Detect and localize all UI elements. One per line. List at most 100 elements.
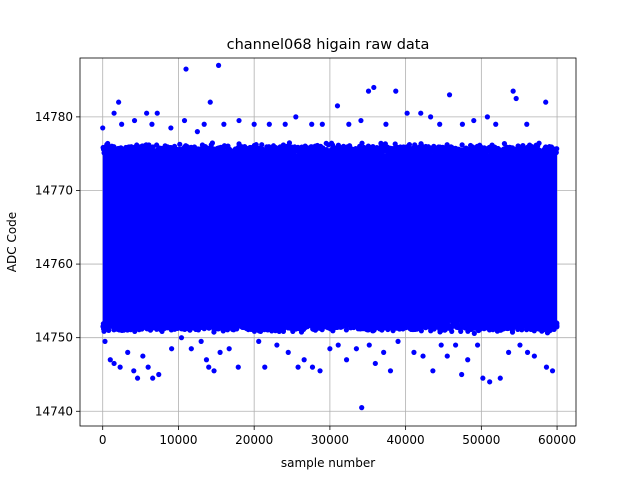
outlier-point [293, 114, 299, 120]
outlier-point [319, 121, 325, 127]
outlier-point [150, 375, 156, 381]
data-point [264, 321, 270, 327]
outlier-point [418, 110, 424, 116]
data-point [105, 150, 111, 157]
data-point [236, 141, 242, 147]
data-point [209, 140, 216, 146]
data-point [554, 322, 560, 329]
data-point [514, 145, 520, 151]
outlier-point [266, 121, 272, 127]
data-point [546, 144, 553, 150]
data-point [392, 147, 398, 154]
data-point [508, 320, 514, 327]
outlier-point [438, 342, 444, 348]
outlier-point [430, 368, 436, 374]
outlier-point [201, 121, 207, 127]
data-point [199, 142, 206, 148]
data-point [299, 150, 305, 156]
data-point [497, 325, 503, 331]
data-point [446, 150, 452, 156]
data-point [305, 147, 311, 153]
y-tick-label: 14780 [35, 110, 73, 124]
outlier-point [295, 364, 301, 370]
data-point [129, 321, 135, 328]
data-point [449, 145, 455, 151]
data-point [277, 321, 283, 327]
data-point [267, 148, 274, 154]
x-axis-ticks: 0 10000 20000 30000 40000 50000 60000 [99, 426, 576, 447]
data-point [115, 320, 122, 326]
data-point [112, 149, 119, 155]
data-point [253, 324, 260, 330]
y-axis-ticks: 14740 14750 14760 14770 14780 [35, 110, 80, 418]
data-point [532, 323, 538, 329]
data-point [201, 321, 207, 327]
data-point [258, 326, 264, 332]
data-point [137, 150, 143, 156]
x-tick-label: 50000 [462, 433, 500, 447]
data-point [311, 150, 317, 157]
outlier-point [327, 346, 333, 352]
data-point [185, 323, 191, 329]
data-point [259, 142, 265, 148]
data-point [429, 323, 435, 329]
outlier-point [125, 349, 131, 355]
data-point [475, 149, 481, 156]
outlier-point [506, 349, 512, 355]
outlier-point [117, 364, 123, 370]
outlier-point [226, 346, 232, 352]
data-point [278, 146, 284, 152]
outlier-point [471, 117, 477, 124]
data-point [350, 324, 357, 330]
y-tick-label: 14740 [35, 404, 73, 418]
data-point [406, 141, 413, 148]
data-point [233, 321, 239, 327]
data-point [515, 322, 521, 328]
outlier-point [444, 353, 450, 359]
data-point [247, 322, 253, 328]
outlier-point [365, 88, 372, 94]
data-point [403, 324, 409, 330]
data-point [329, 326, 335, 333]
outlier-point [393, 88, 399, 94]
data-point [242, 147, 248, 153]
outlier-point [381, 349, 387, 355]
data-point [393, 323, 399, 329]
outlier-point [178, 335, 185, 341]
x-tick-label: 10000 [159, 433, 197, 447]
data-point [338, 322, 344, 328]
chart-title: channel068 higain raw data [227, 37, 430, 53]
y-tick-label: 14770 [35, 183, 73, 197]
outlier-point [235, 364, 241, 370]
data-point [191, 324, 197, 330]
data-point [208, 146, 215, 153]
x-tick-label: 0 [99, 433, 107, 447]
data-point [334, 145, 341, 151]
data-point [171, 321, 177, 328]
data-point [480, 321, 487, 327]
outlier-point [169, 346, 175, 352]
outlier-point [383, 121, 389, 127]
x-tick-label: 60000 [538, 433, 576, 447]
data-point [519, 324, 525, 330]
data-point [475, 144, 482, 150]
x-tick-label: 30000 [311, 433, 349, 447]
data-point [322, 321, 328, 327]
data-point [505, 150, 511, 156]
data-point [338, 150, 344, 156]
y-axis-label: ADC Code [5, 212, 19, 272]
outlier-point [236, 117, 242, 124]
outlier-point [145, 364, 151, 370]
data-point [106, 327, 112, 334]
data-point [111, 327, 117, 333]
data-point [316, 321, 322, 328]
outlier-point [144, 110, 150, 116]
data-point [404, 147, 411, 154]
outlier-point [420, 353, 426, 359]
outlier-point [359, 405, 365, 411]
data-point [290, 328, 296, 335]
data-point [353, 148, 359, 154]
data-point [397, 146, 403, 152]
data-point [345, 146, 351, 152]
data-point [549, 323, 555, 329]
